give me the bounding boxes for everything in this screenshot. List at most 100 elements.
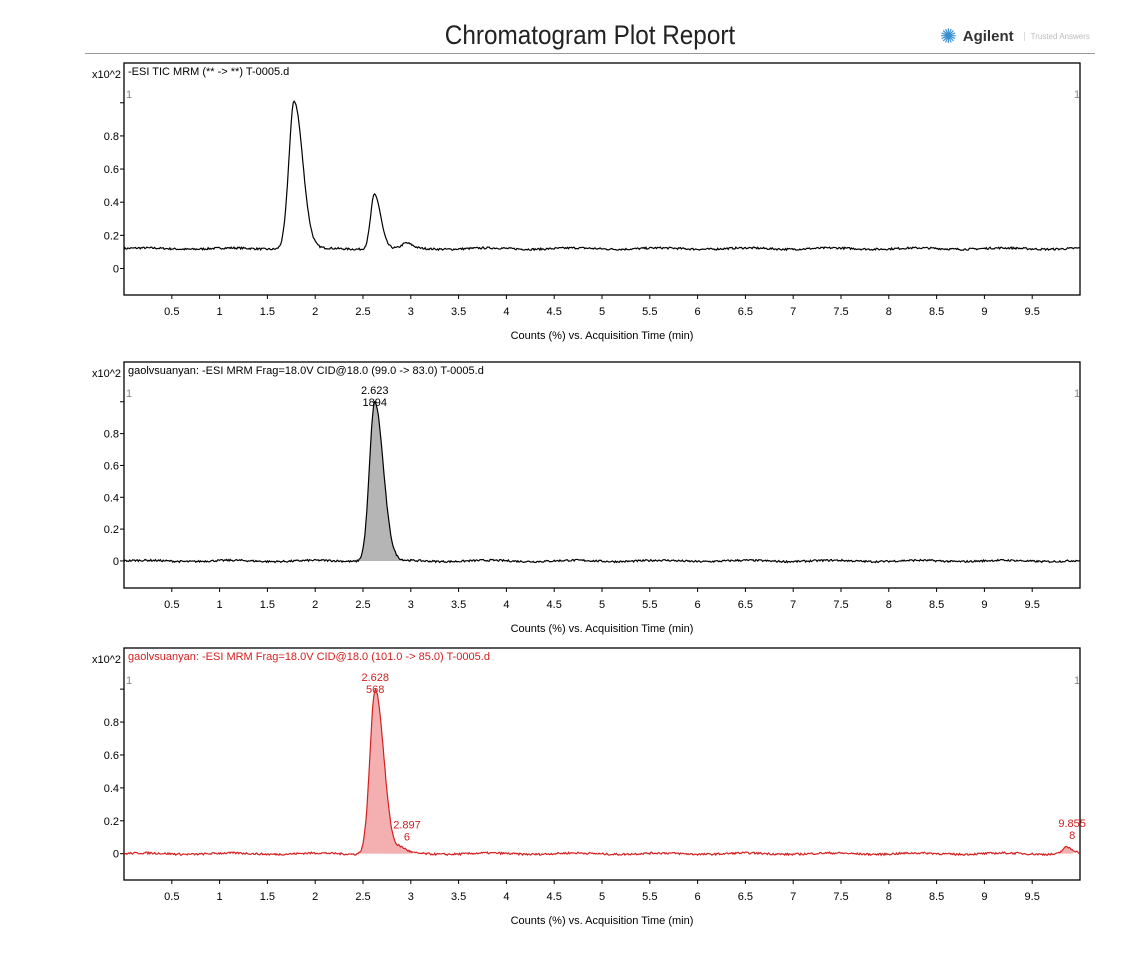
x-tick-label: 9 — [981, 599, 987, 611]
plot-frame — [123, 647, 1081, 881]
x-tick-label: 6 — [695, 891, 701, 903]
x-tick-label: 6.5 — [738, 306, 753, 318]
y-tick-label: 1 — [126, 675, 132, 687]
x-tick-label: 0.5 — [164, 891, 179, 903]
x-tick-label: 2 — [312, 306, 318, 318]
x-tick-label: 1 — [217, 891, 223, 903]
x-tick-label: 6 — [695, 599, 701, 611]
peak-value-label: 1894 — [363, 397, 387, 409]
peak-rt-label: 2.897 — [393, 820, 421, 832]
x-tick-label: 9 — [981, 891, 987, 903]
y-tick-label-right: 1 — [1074, 89, 1080, 101]
x-tick-label: 7.5 — [833, 306, 848, 318]
y-tick-label: 0.2 — [104, 524, 119, 536]
x-tick-label: 8 — [886, 306, 892, 318]
x-tick-label: 6 — [695, 306, 701, 318]
chart-panel-3: gaolvsuanyan: -ESI MRM Frag=18.0V CID@18… — [92, 647, 1086, 927]
x-tick-label: 3 — [408, 599, 414, 611]
x-tick-label: 3.5 — [451, 599, 466, 611]
x-tick-label: 8.5 — [929, 599, 944, 611]
y-tick-label: 0.4 — [104, 783, 119, 795]
trace-title: gaolvsuanyan: -ESI MRM Frag=18.0V CID@18… — [128, 365, 484, 377]
y-tick-label: 0.6 — [104, 164, 119, 176]
x-tick-label: 4 — [503, 599, 509, 611]
x-tick-label: 5.5 — [642, 599, 657, 611]
y-tick-label: 0.2 — [104, 816, 119, 828]
peak-rt-label: 2.628 — [361, 672, 389, 684]
trace-title: gaolvsuanyan: -ESI MRM Frag=18.0V CID@18… — [128, 651, 490, 663]
x-axis-label: Counts (%) vs. Acquisition Time (min) — [511, 915, 694, 927]
x-tick-label: 8 — [886, 891, 892, 903]
x-tick-label: 9.5 — [1025, 306, 1040, 318]
peak-area — [382, 736, 408, 854]
chart-panel-1: -ESI TIC MRM (** -> **) T-0005.d x10^2 0 0.… — [92, 62, 1081, 342]
peak-rt-label: 9.855 — [1058, 818, 1086, 830]
plot-frame — [123, 62, 1081, 296]
x-tick-label: 5 — [599, 306, 605, 318]
x-tick-label: 4.5 — [547, 306, 562, 318]
trace-title: -ESI TIC MRM (** -> **) T-0005.d — [128, 66, 289, 78]
y-tick-label: 0.6 — [104, 460, 119, 472]
peak-value-label: 8 — [1069, 830, 1075, 842]
x-tick-label: 3.5 — [451, 306, 466, 318]
chart-panel-2: gaolvsuanyan: -ESI MRM Frag=18.0V CID@18… — [92, 361, 1081, 635]
y-tick-label: 0.8 — [104, 429, 119, 441]
x-tick-label: 7.5 — [833, 891, 848, 903]
y-multiplier: x10^2 — [92, 654, 121, 666]
trace-line — [123, 100, 1081, 252]
x-tick-label: 7 — [790, 306, 796, 318]
x-tick-label: 4.5 — [547, 891, 562, 903]
x-tick-label: 7.5 — [833, 599, 848, 611]
peak-rt-label: 2.623 — [361, 385, 389, 397]
x-tick-label: 0.5 — [164, 599, 179, 611]
y-multiplier: x10^2 — [92, 69, 121, 81]
x-tick-label: 1.5 — [260, 306, 275, 318]
x-tick-label: 5.5 — [642, 306, 657, 318]
x-tick-label: 5 — [599, 891, 605, 903]
x-tick-label: 3.5 — [451, 891, 466, 903]
x-tick-label: 9.5 — [1025, 891, 1040, 903]
x-tick-label: 9 — [981, 306, 987, 318]
x-tick-label: 1.5 — [260, 891, 275, 903]
y-tick-label: 0 — [113, 556, 119, 568]
y-tick-label-right: 1 — [1074, 388, 1080, 400]
x-tick-label: 3 — [408, 306, 414, 318]
y-tick-label: 0 — [113, 849, 119, 861]
trace-line — [123, 400, 1081, 564]
header-divider — [85, 53, 1095, 54]
x-tick-label: 7 — [790, 891, 796, 903]
x-tick-label: 1.5 — [260, 599, 275, 611]
x-tick-label: 8 — [886, 599, 892, 611]
x-tick-label: 4 — [503, 306, 509, 318]
x-tick-label: 9.5 — [1025, 599, 1040, 611]
y-tick-label: 0.2 — [104, 230, 119, 242]
x-tick-label: 4.5 — [547, 599, 562, 611]
x-tick-label: 0.5 — [164, 306, 179, 318]
y-tick-label: 0.6 — [104, 750, 119, 762]
logo-tagline: Trusted Answers — [1023, 32, 1090, 41]
report-title: Chromatogram Plot Report — [444, 20, 736, 50]
x-tick-label: 2 — [312, 599, 318, 611]
y-tick-label: 1 — [126, 388, 132, 400]
trace-line — [123, 687, 1081, 857]
y-tick-label: 0 — [113, 263, 119, 275]
x-tick-label: 7 — [790, 599, 796, 611]
x-tick-label: 2 — [312, 891, 318, 903]
x-axis-label: Counts (%) vs. Acquisition Time (min) — [511, 330, 694, 342]
y-tick-label: 0.4 — [104, 197, 119, 209]
logo-name: Agilent — [962, 28, 1014, 45]
x-tick-label: 1 — [217, 306, 223, 318]
x-axis-label: Counts (%) vs. Acquisition Time (min) — [511, 623, 694, 635]
peak-value-label: 6 — [404, 832, 410, 844]
x-tick-label: 6.5 — [738, 599, 753, 611]
x-tick-label: 4 — [503, 891, 509, 903]
peak-value-label: 568 — [366, 684, 384, 696]
agilent-spark-icon: ✺ — [940, 26, 957, 48]
peak-area — [1047, 846, 1074, 856]
x-tick-label: 5.5 — [642, 891, 657, 903]
x-tick-label: 2.5 — [355, 306, 370, 318]
x-tick-label: 5 — [599, 599, 605, 611]
y-tick-label: 0.8 — [104, 131, 119, 143]
x-tick-label: 1 — [217, 599, 223, 611]
